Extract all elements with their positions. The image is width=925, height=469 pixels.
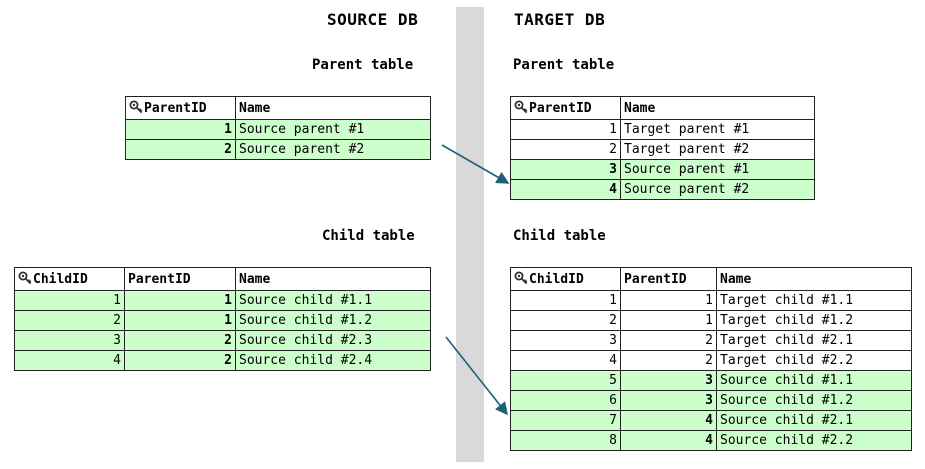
- table-row: 5 3 Source child #1.1: [510, 370, 912, 391]
- target-db-title: TARGET DB: [514, 10, 606, 29]
- table-cell-name: Source child #2.4: [235, 350, 431, 371]
- table-row: 1 Target parent #1: [510, 119, 815, 140]
- column-header-name: Name: [716, 267, 912, 291]
- table-cell-name: Source child #1.2: [716, 390, 912, 411]
- table-row: 8 4 Source child #2.2: [510, 430, 912, 451]
- table-cell-number: 4: [510, 179, 621, 200]
- table-row: 2 1 Source child #1.2: [14, 310, 431, 331]
- table-cell-number: 3: [620, 390, 717, 411]
- table-row: 2 Source parent #2: [125, 139, 431, 160]
- table-row: 4 2 Source child #2.4: [14, 350, 431, 371]
- table-cell-name: Target child #1.2: [716, 310, 912, 331]
- table-cell-name: Source parent #1: [620, 159, 815, 180]
- table-row: 3 Source parent #1: [510, 159, 815, 180]
- table-cell-name: Target child #2.1: [716, 330, 912, 351]
- column-header-name: Name: [235, 96, 431, 120]
- column-header-parentid: ParentID: [125, 96, 236, 120]
- table-cell-number: 2: [124, 350, 236, 371]
- column-header-parentid: ParentID: [510, 96, 621, 120]
- table-row: 3 2 Source child #2.3: [14, 330, 431, 351]
- child-copy-arrow: [445, 336, 508, 416]
- column-header-parentid: ParentID: [620, 267, 717, 291]
- table-header-row: ChildID ParentID Name: [510, 267, 912, 291]
- source-db-title: SOURCE DB: [327, 10, 419, 29]
- table-cell-name: Source parent #2: [620, 179, 815, 200]
- table-cell-name: Source child #1.2: [235, 310, 431, 331]
- target-parent-table: ParentID Name 1 Target parent #1 2 Target p…: [510, 96, 815, 200]
- table-row: 1 Source parent #1: [125, 119, 431, 140]
- table-cell-number: 3: [14, 330, 125, 351]
- parent-copy-arrow: [441, 144, 510, 184]
- source-child-table: ChildID ParentID Name 1 1 Source child #1.…: [14, 267, 431, 371]
- target-parent-table-label: Parent table: [513, 57, 615, 73]
- table-cell-number: 4: [14, 350, 125, 371]
- table-cell-name: Source parent #1: [235, 119, 431, 140]
- table-header-row: ParentID Name: [125, 96, 431, 120]
- source-child-table-label: Child table: [322, 228, 415, 244]
- key-icon: [18, 271, 32, 285]
- source-parent-table-label: Parent table: [312, 57, 414, 73]
- key-icon: [514, 271, 528, 285]
- table-row: 2 1 Target child #1.2: [510, 310, 912, 331]
- table-cell-number: 5: [510, 370, 621, 391]
- table-row: 4 Source parent #2: [510, 179, 815, 200]
- key-icon: [129, 100, 143, 114]
- table-cell-number: 4: [620, 430, 717, 451]
- column-header-name: Name: [620, 96, 815, 120]
- table-cell-name: Source parent #2: [235, 139, 431, 160]
- table-cell-number: 8: [510, 430, 621, 451]
- key-icon: [514, 100, 528, 114]
- table-row: 3 2 Target child #2.1: [510, 330, 912, 351]
- db-divider: [456, 7, 484, 462]
- table-row: 7 4 Source child #2.1: [510, 410, 912, 431]
- table-cell-name: Source child #2.3: [235, 330, 431, 351]
- table-cell-number: 3: [510, 159, 621, 180]
- table-cell-number: 1: [124, 310, 236, 331]
- table-cell-number: 2: [14, 310, 125, 331]
- table-cell-name: Source child #2.1: [716, 410, 912, 431]
- target-child-table: ChildID ParentID Name 1 1 Target child #1.…: [510, 267, 912, 451]
- source-parent-table: ParentID Name 1 Source parent #1 2 Source p…: [125, 96, 431, 160]
- table-cell-number: 1: [124, 290, 236, 311]
- table-header-row: ParentID Name: [510, 96, 815, 120]
- target-child-table-label: Child table: [513, 228, 606, 244]
- table-cell-name: Target child #2.2: [716, 350, 912, 371]
- table-cell-number: 2: [125, 139, 236, 160]
- table-cell-number: 7: [510, 410, 621, 431]
- table-cell-name: Source child #2.2: [716, 430, 912, 451]
- column-header-parentid: ParentID: [124, 267, 236, 291]
- table-cell-name: Source child #1.1: [716, 370, 912, 391]
- table-cell-number: 1: [125, 119, 236, 140]
- table-row: 4 2 Target child #2.2: [510, 350, 912, 371]
